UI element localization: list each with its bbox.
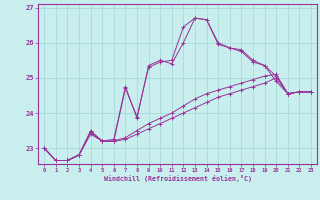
X-axis label: Windchill (Refroidissement éolien,°C): Windchill (Refroidissement éolien,°C) [104, 175, 252, 182]
